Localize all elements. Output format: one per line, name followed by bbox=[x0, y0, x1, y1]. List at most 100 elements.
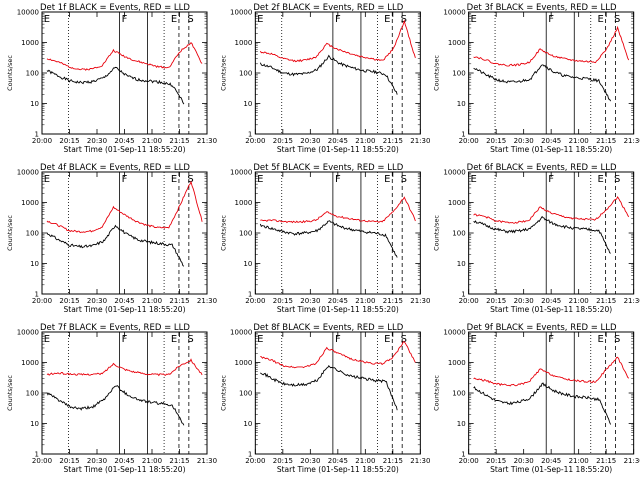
y-axis-label: Counts/sec bbox=[6, 215, 14, 251]
x-tick-label: 21:30 bbox=[197, 297, 217, 305]
x-tick-label: 21:15 bbox=[169, 297, 189, 305]
x-tick-label: 20:30 bbox=[300, 297, 320, 305]
chart-panel-4: Det 4f BLACK = Events, RED = LLD 1 10 100 10… bbox=[6, 163, 217, 314]
y-tick-label: 10000 bbox=[443, 9, 465, 17]
y-tick-label: 1 bbox=[248, 291, 252, 299]
events-series-line bbox=[259, 220, 398, 258]
event-marker-label: E bbox=[44, 14, 50, 25]
chart-panel-1: Det 1f BLACK = Events, RED = LLD 1 10 100 10… bbox=[6, 3, 217, 154]
event-marker-label: E bbox=[384, 174, 390, 185]
x-axis-label: Start Time (01-Sep-11 18:55:20) bbox=[64, 465, 186, 474]
y-axis-label: Counts/sec bbox=[6, 55, 14, 91]
y-tick-label: 1 bbox=[248, 451, 252, 459]
plot-frame bbox=[41, 11, 208, 135]
event-marker-label: E bbox=[597, 334, 603, 345]
events-series-line bbox=[46, 224, 185, 267]
event-marker-label: S bbox=[614, 14, 620, 25]
x-tick-label: 21:30 bbox=[197, 457, 217, 465]
x-tick-label: 20:15 bbox=[486, 297, 506, 305]
chart-panel-2: Det 2f BLACK = Events, RED = LLD 1 10 100 10… bbox=[219, 3, 430, 154]
plot-frame bbox=[254, 11, 421, 135]
y-tick-label: 10 bbox=[243, 100, 252, 108]
x-tick-label: 20:15 bbox=[59, 297, 79, 305]
x-axis-label: Start Time (01-Sep-11 18:55:20) bbox=[277, 145, 399, 154]
x-tick-label: 20:00 bbox=[32, 137, 52, 145]
lld-series-line bbox=[473, 25, 630, 67]
x-tick-label: 20:15 bbox=[273, 137, 293, 145]
chart-title: Det 6f BLACK = Events, RED = LLD bbox=[467, 163, 617, 173]
event-marker-label: E bbox=[470, 174, 476, 185]
y-tick-label: 1000 bbox=[448, 39, 466, 47]
x-tick-label: 20:45 bbox=[114, 297, 134, 305]
y-tick-label: 10 bbox=[243, 260, 252, 268]
x-tick-label: 21:00 bbox=[355, 457, 375, 465]
event-marker-label: E bbox=[470, 334, 476, 345]
chart-title: Det 3f BLACK = Events, RED = LLD bbox=[467, 3, 617, 13]
event-marker-label: E bbox=[470, 14, 476, 25]
lld-series-line bbox=[46, 42, 203, 71]
y-axis-label: Counts/sec bbox=[433, 215, 441, 251]
event-marker-label: S bbox=[401, 14, 407, 25]
y-tick-label: 10 bbox=[457, 260, 466, 268]
chart-title: Det 5f BLACK = Events, RED = LLD bbox=[253, 163, 403, 173]
event-marker-label: E bbox=[44, 334, 50, 345]
x-tick-label: 20:00 bbox=[459, 137, 479, 145]
x-tick-label: 20:45 bbox=[328, 297, 348, 305]
event-marker-label: E bbox=[171, 14, 177, 25]
y-axis-label: Counts/sec bbox=[219, 55, 227, 91]
y-tick-label: 1000 bbox=[235, 39, 253, 47]
x-tick-label: 20:00 bbox=[32, 297, 52, 305]
lld-series-line bbox=[260, 341, 416, 369]
event-marker-label: F bbox=[335, 14, 341, 25]
x-tick-label: 21:15 bbox=[596, 457, 616, 465]
event-marker-label: S bbox=[401, 174, 407, 185]
x-tick-label: 21:15 bbox=[596, 297, 616, 305]
x-tick-label: 21:00 bbox=[569, 457, 589, 465]
y-tick-label: 1 bbox=[461, 451, 465, 459]
x-tick-label: 21:30 bbox=[410, 457, 430, 465]
event-marker-label: S bbox=[401, 334, 407, 345]
x-tick-label: 20:00 bbox=[245, 137, 265, 145]
y-tick-label: 1000 bbox=[235, 199, 253, 207]
y-tick-label: 100 bbox=[452, 70, 465, 78]
chart-title: Det 7f BLACK = Events, RED = LLD bbox=[40, 323, 190, 333]
y-tick-label: 10000 bbox=[443, 329, 465, 337]
y-axis-label: Counts/sec bbox=[6, 375, 14, 411]
x-tick-label: 20:45 bbox=[541, 137, 561, 145]
x-tick-label: 21:30 bbox=[624, 297, 640, 305]
x-tick-label: 20:45 bbox=[541, 457, 561, 465]
event-marker-label: S bbox=[187, 14, 193, 25]
x-tick-label: 20:30 bbox=[300, 137, 320, 145]
event-marker-label: F bbox=[122, 334, 128, 345]
y-tick-label: 1000 bbox=[448, 199, 466, 207]
event-marker-label: F bbox=[335, 334, 341, 345]
y-tick-label: 1000 bbox=[448, 359, 466, 367]
x-tick-label: 20:45 bbox=[114, 137, 134, 145]
y-tick-label: 1 bbox=[461, 131, 465, 139]
y-tick-label: 10 bbox=[457, 420, 466, 428]
x-tick-label: 20:00 bbox=[459, 297, 479, 305]
chart-title: Det 9f BLACK = Events, RED = LLD bbox=[467, 323, 617, 333]
events-series-line bbox=[260, 365, 398, 411]
x-tick-label: 21:30 bbox=[410, 297, 430, 305]
chart-title: Det 1f BLACK = Events, RED = LLD bbox=[40, 3, 190, 13]
y-tick-label: 10000 bbox=[17, 169, 39, 177]
x-tick-label: 21:30 bbox=[624, 457, 640, 465]
x-tick-label: 20:00 bbox=[32, 457, 52, 465]
y-tick-label: 10000 bbox=[17, 9, 39, 17]
y-tick-label: 100 bbox=[26, 390, 39, 398]
y-tick-label: 10 bbox=[30, 100, 39, 108]
y-tick-label: 10 bbox=[243, 420, 252, 428]
y-tick-label: 100 bbox=[26, 230, 39, 238]
chart-panel-9: Det 9f BLACK = Events, RED = LLD 1 10 100 10… bbox=[433, 323, 640, 474]
lld-series-line bbox=[259, 19, 416, 63]
y-tick-label: 1 bbox=[35, 451, 39, 459]
y-tick-label: 1 bbox=[461, 291, 465, 299]
x-tick-label: 21:15 bbox=[596, 137, 616, 145]
chart-title: Det 4f BLACK = Events, RED = LLD bbox=[40, 163, 190, 173]
x-tick-label: 20:30 bbox=[87, 297, 107, 305]
y-tick-label: 100 bbox=[239, 230, 252, 238]
x-tick-label: 20:30 bbox=[514, 457, 534, 465]
event-marker-label: F bbox=[335, 174, 341, 185]
chart-title: Det 8f BLACK = Events, RED = LLD bbox=[253, 323, 403, 333]
